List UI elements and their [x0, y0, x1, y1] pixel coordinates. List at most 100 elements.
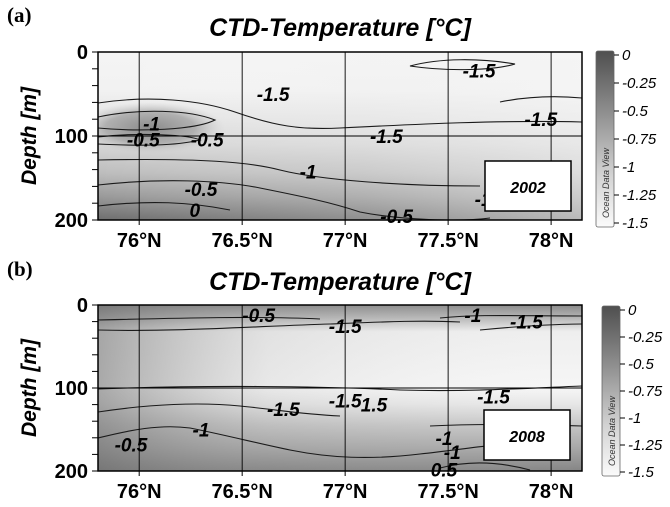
panel-b-frame [97, 304, 583, 472]
panel-b-contour-line [98, 320, 461, 331]
panel-a-year-frame [484, 160, 572, 212]
colorbar-tick-label: -1.25 [628, 437, 663, 454]
panel-b-year-label: 2008 [508, 429, 545, 446]
panel-a-contour-labels: -1.5-1.5-1.5-1.5-1-0.5 -0.5-1-0.50 -0.5-1 [127, 61, 558, 227]
contour-label: -1.5 [510, 313, 543, 334]
panel-b-ylabel: Depth [m] [18, 338, 41, 437]
colorbar-tick-label: -0.25 [622, 75, 657, 92]
colorbar-tick-label: -0.75 [622, 131, 657, 148]
panel-a-y-axis: 0 100 200 [55, 42, 88, 232]
x-tick-label: 78°N [529, 481, 574, 503]
panel-a-ylabel: Depth [m] [18, 86, 41, 185]
x-tick-label: 76.5°N [211, 230, 272, 252]
y-tick-label: 0 [77, 295, 88, 317]
contour-label: -0.5 [185, 180, 218, 201]
contour-label: -1 [444, 443, 461, 464]
colorbar-tick-label: -1 [622, 159, 635, 176]
panel-b-contour-labels: -0.5-1.5-1 -1.5-1.5 -1.5 1.5 -1.5-1-0.5 -1-10… [115, 306, 544, 481]
panel-b-y-axis: 0 100 200 [55, 295, 88, 483]
contour-label: -1.5 [267, 400, 300, 421]
contour-label: -1 [464, 306, 481, 327]
contour-label: -0.5 [191, 130, 224, 151]
contour-label: -0.5 [242, 306, 275, 327]
contour-label: -1.5 [329, 391, 362, 412]
y-tick-label: 200 [55, 461, 88, 483]
contour-label: -1.5 [257, 85, 290, 106]
panel-b-year-box: 2008 [483, 409, 571, 461]
panel-a-contour-line [98, 158, 481, 187]
contour-label: -0.5 [115, 435, 148, 456]
panel-b-contour-line [98, 403, 341, 417]
contour-label: -1 [193, 421, 210, 442]
panel-b-title: CTD-Temperature [°C] [209, 268, 473, 296]
panel-b-label: (b) [7, 257, 33, 281]
colorbar-tick-label: -1.5 [622, 215, 649, 232]
panel-b: (b) CTD-Temperature [°C] -0.5 -1.5 -1 -1.5 -… [7, 257, 663, 503]
panel-b-colorbar: Ocean Data View 0 -0.25 -0.5 -0.75 -1 -1.25 -1… [601, 302, 663, 481]
contour-label: 1.5 [361, 396, 388, 417]
contour-label: -1.5 [524, 110, 557, 131]
panel-b-contour-line [98, 316, 321, 321]
contour-label: -0.5 [380, 207, 413, 228]
x-tick-label: 76.5°N [211, 481, 272, 503]
panel-a-contour-line [499, 96, 582, 103]
panel-b-contour-line [98, 385, 582, 392]
panel-a-contour-line [98, 133, 202, 146]
panel-a-contour-line [98, 98, 582, 130]
colorbar-tick-label: -0.5 [628, 356, 655, 373]
panel-a-title: CTD-Temperature [°C] [209, 14, 473, 42]
x-tick-label: 76°N [117, 230, 162, 252]
panel-b-contour-line [439, 462, 531, 471]
x-tick-label: 77°N [323, 481, 368, 503]
x-tick-label: 76°N [117, 481, 162, 503]
colorbar-tick-label: -0.5 [622, 103, 649, 120]
x-tick-label: 77.5°N [417, 230, 478, 252]
y-tick-label: 0 [77, 42, 88, 64]
contour-label: 0 [190, 201, 201, 222]
panel-a-label: (a) [7, 3, 32, 27]
contour-label: -1.5 [477, 387, 510, 408]
panel-b-contour-line [98, 426, 521, 459]
x-tick-label: 77.5°N [417, 481, 478, 503]
contour-label: -1.5 [329, 317, 362, 338]
x-tick-label: 78°N [529, 230, 574, 252]
y-tick-label: 100 [55, 126, 88, 148]
colorbar-tick-label: -0.25 [628, 329, 663, 346]
panel-a-watermark: Ocean Data View [601, 148, 611, 218]
contour-label: -1 [300, 162, 317, 183]
panel-a-year-box: 2002 [484, 160, 572, 212]
colorbar-tick-label: -1.25 [622, 187, 657, 204]
contour-label: -1.5 [370, 127, 403, 148]
colorbar-tick-label: -0.75 [628, 383, 663, 400]
panel-a-colorbar-ticks: 0 -0.25 -0.5 -0.75 -1 -1.25 -1.5 [614, 47, 657, 232]
colorbar-tick-label: 0 [628, 302, 637, 319]
panel-b-contour-line [479, 323, 582, 331]
panel-a-contour-line [409, 59, 516, 71]
panel-a-x-axis: 76°N 76.5°N 77°N 77.5°N 78°N [117, 220, 574, 252]
panel-b-contour-line [439, 314, 582, 319]
contour-label: -1 [436, 429, 453, 450]
contour-label: 0.5 [431, 460, 458, 481]
panel-a-contour-line [98, 110, 217, 131]
panel-a-grid [92, 51, 582, 221]
panel-b-colorbar-ticks: 0 -0.25 -0.5 -0.75 -1 -1.25 -1.5 [620, 302, 663, 481]
panel-b-watermark: Ocean Data View [607, 396, 617, 466]
panel-b-x-axis: 76°N 76.5°N 77°N 77.5°N 78°N [117, 471, 574, 503]
panel-a-colorbar: Ocean Data View 0 -0.25 -0.5 -0.75 -1 -1.25 -1… [595, 47, 657, 232]
colorbar-tick-label: -1.5 [628, 464, 655, 481]
contour-label: -1 [143, 114, 160, 135]
panel-a-year-label: 2002 [509, 180, 546, 197]
panel-a: (a) CTD-Temperature [°C] -1.5 -1.5 -1.5 -1.… [7, 3, 657, 252]
panel-a-contour-line [98, 201, 231, 211]
contour-label: -1.5 [463, 61, 496, 82]
colorbar-tick-label: 0 [622, 47, 631, 64]
panel-b-contours [98, 314, 582, 471]
contour-label: -0.5 [127, 130, 160, 151]
panel-b-year-frame [483, 409, 571, 461]
colorbar-tick-label: -1 [628, 410, 641, 427]
x-tick-label: 77°N [323, 230, 368, 252]
y-tick-label: 200 [55, 210, 88, 232]
y-tick-label: 100 [55, 378, 88, 400]
panel-a-frame [97, 51, 583, 221]
